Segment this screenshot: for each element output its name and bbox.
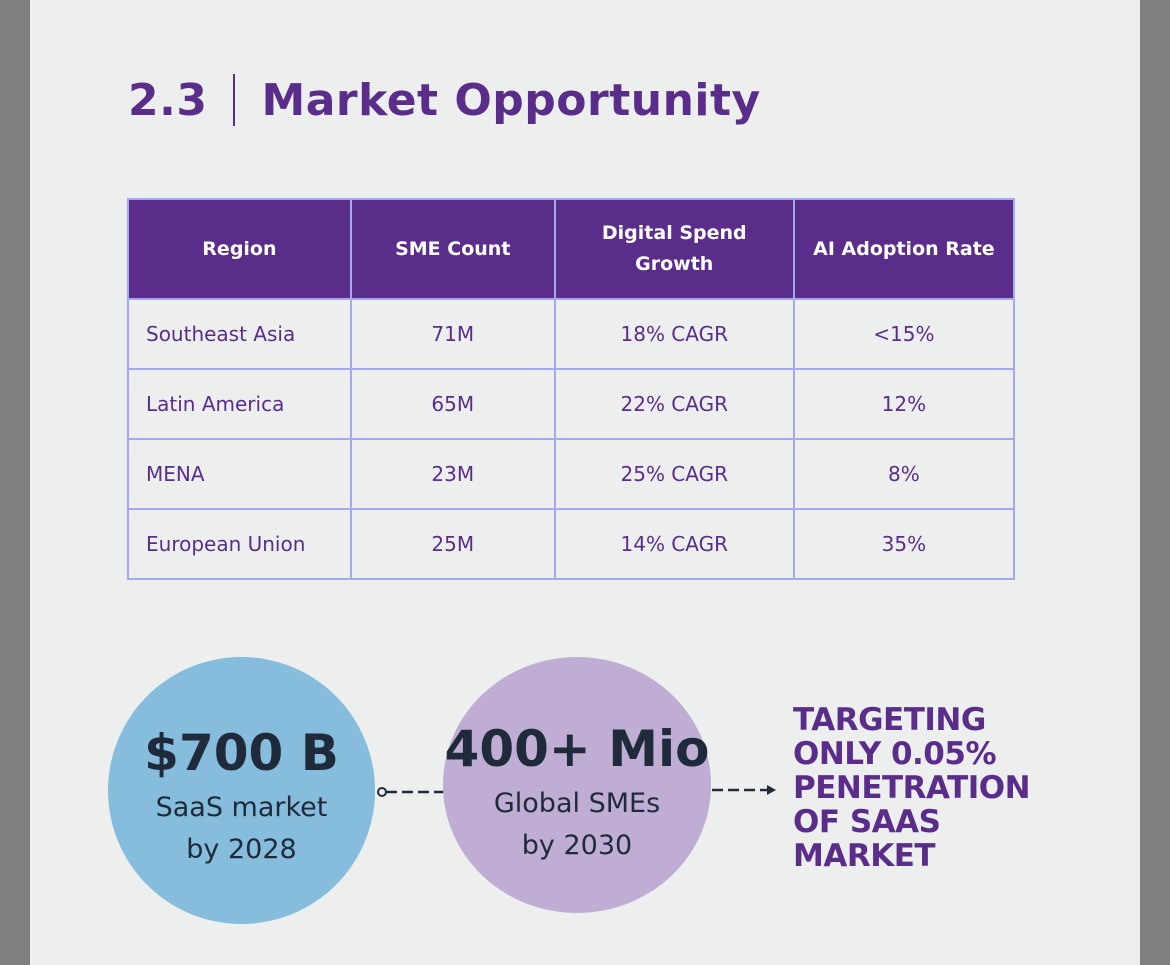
target-line: TARGETING bbox=[793, 702, 986, 738]
stat-label-line2: by 2030 bbox=[521, 830, 633, 861]
cell-region: European Union bbox=[127, 508, 352, 580]
cell-ai-adoption-rate: 12% bbox=[792, 368, 1016, 440]
stat-label-line1: SaaS market bbox=[155, 792, 328, 823]
cell-ai-adoption-rate: 35% bbox=[792, 508, 1016, 580]
table-row: Latin America 65M 22% CAGR 12% bbox=[127, 368, 1016, 440]
cell-sme-count: 71M bbox=[349, 298, 556, 370]
cell-region: Latin America bbox=[127, 368, 352, 440]
cell-digital-spend-growth: 25% CAGR bbox=[553, 438, 795, 510]
header-region: Region bbox=[127, 198, 352, 300]
target-line: ONLY 0.05% bbox=[793, 736, 997, 772]
header-ai-adoption-rate: AI Adoption Rate bbox=[792, 198, 1016, 300]
cell-ai-adoption-rate: <15% bbox=[792, 298, 1016, 370]
target-line: MARKET bbox=[793, 838, 936, 874]
cell-sme-count: 65M bbox=[349, 368, 556, 440]
stat-value: 400+ Mio bbox=[444, 720, 710, 778]
target-line: OF SAAS bbox=[793, 804, 941, 840]
report-page: 2.3 Market Opportunity Region SME Count … bbox=[30, 0, 1140, 965]
stat-label-line1: Global SMEs bbox=[493, 788, 661, 819]
cell-digital-spend-growth: 22% CAGR bbox=[553, 368, 795, 440]
table-row: MENA 23M 25% CAGR 8% bbox=[127, 438, 1016, 510]
stat-label-line2: by 2028 bbox=[186, 834, 297, 865]
header-digital-spend-growth: Digital Spend Growth bbox=[553, 198, 795, 300]
dashed-arrow-connector bbox=[712, 785, 776, 795]
cell-ai-adoption-rate: 8% bbox=[792, 438, 1016, 510]
cell-digital-spend-growth: 14% CAGR bbox=[553, 508, 795, 580]
target-line: PENETRATION bbox=[793, 770, 1031, 806]
section-heading: 2.3 Market Opportunity bbox=[128, 70, 761, 130]
table-row: European Union 25M 14% CAGR 35% bbox=[127, 508, 1016, 580]
section-number: 2.3 bbox=[128, 74, 208, 126]
cell-region: MENA bbox=[127, 438, 352, 510]
heading-divider bbox=[233, 74, 236, 126]
cell-digital-spend-growth: 18% CAGR bbox=[553, 298, 795, 370]
market-table: Region SME Count Digital Spend Growth AI… bbox=[127, 198, 1016, 580]
global-smes-stat: 400+ Mio Global SMEs by 2030 bbox=[443, 657, 711, 913]
dashed-connector-left bbox=[377, 787, 445, 797]
stat-value: $700 B bbox=[144, 724, 339, 782]
targeting-statement: TARGETING ONLY 0.05% PENETRATION OF SAAS… bbox=[793, 703, 1063, 873]
saas-market-stat: $700 B SaaS market by 2028 bbox=[108, 657, 375, 924]
section-title: Market Opportunity bbox=[261, 74, 761, 126]
table-header-row: Region SME Count Digital Spend Growth AI… bbox=[127, 198, 1016, 300]
cell-sme-count: 23M bbox=[349, 438, 556, 510]
header-sme-count: SME Count bbox=[349, 198, 556, 300]
cell-sme-count: 25M bbox=[349, 508, 556, 580]
table-row: Southeast Asia 71M 18% CAGR <15% bbox=[127, 298, 1016, 370]
cell-region: Southeast Asia bbox=[127, 298, 352, 370]
